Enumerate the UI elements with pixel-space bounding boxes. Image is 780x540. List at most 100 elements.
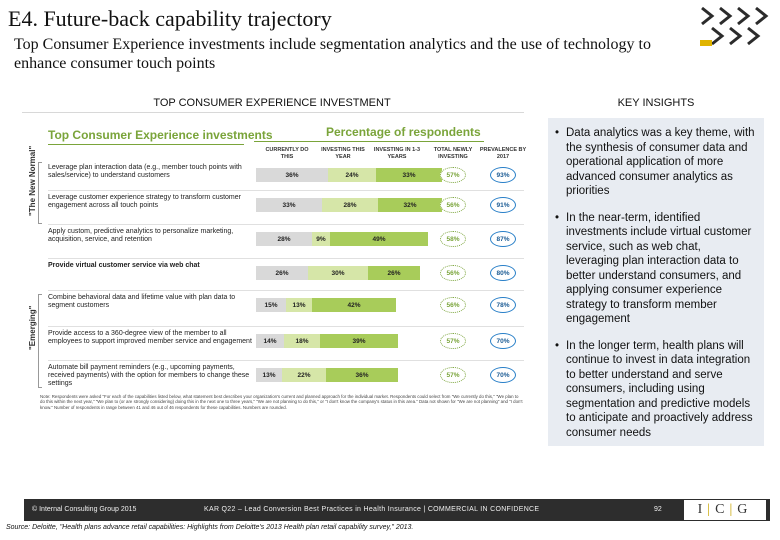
insight-item: • In the longer term, health plans will … — [554, 339, 756, 441]
key-insights-panel: • Data analytics was a key theme, with t… — [548, 118, 764, 446]
total-newly-investing-badge: 56% — [440, 265, 466, 281]
footer-document-title: KAR Q22 – Lead Conversion Best Practices… — [204, 506, 540, 513]
col-head-this-year: Investing This Year — [321, 147, 365, 160]
bar-one-to-three: 36% — [326, 368, 398, 382]
row-divider — [48, 258, 524, 259]
bar-one-to-three-label: 39% — [352, 337, 366, 345]
prevalence-badge: 70% — [490, 367, 516, 383]
bar-current: 14% — [256, 334, 284, 348]
bar-current: 15% — [256, 298, 286, 312]
row-label: Apply custom, predictive analytics to pe… — [48, 228, 234, 243]
bar-current-label: 15% — [264, 301, 278, 309]
bar-one-to-three: 33% — [376, 168, 442, 182]
bar-one-to-three: 49% — [330, 232, 428, 246]
bar-current: 28% — [256, 232, 312, 246]
new-normal-bracket — [38, 162, 42, 224]
prevalence-badge: 91% — [490, 197, 516, 213]
prevalence-badge: 78% — [490, 297, 516, 313]
bar-one-to-three-label: 49% — [372, 235, 386, 243]
bar-track: 28% 9% 49% — [256, 232, 456, 246]
bar-this-year: 24% — [328, 168, 376, 182]
bar-current-label: 26% — [275, 269, 289, 277]
total-newly-investing-badge: 58% — [440, 231, 466, 247]
chart-row: Apply custom, predictive analytics to pe… — [24, 228, 526, 256]
bar-current-label: 13% — [262, 371, 276, 379]
bar-this-year-label: 24% — [345, 171, 359, 179]
row-divider — [48, 290, 524, 291]
bar-this-year-label: 28% — [343, 201, 357, 209]
bar-one-to-three-label: 32% — [403, 201, 417, 209]
row-label: Automate bill payment reminders (e.g., u… — [48, 364, 250, 387]
slide-title: E4. Future-back capability trajectory — [8, 6, 332, 31]
investment-chart-panel: Top Consumer Experience investments Perc… — [24, 118, 526, 430]
emerging-bracket — [38, 294, 42, 388]
prevalence-badge: 80% — [490, 265, 516, 281]
row-divider — [48, 190, 524, 191]
insight-text: Data analytics was a key theme, with the… — [566, 127, 755, 197]
bar-this-year: 18% — [284, 334, 320, 348]
bar-track: 13% 22% 36% — [256, 368, 456, 382]
prevalence-badge: 87% — [490, 231, 516, 247]
page-number: 92 — [654, 506, 662, 513]
col-head-prevalence: Prevalence by 2017 — [479, 147, 527, 160]
chart-row: Leverage customer experience strategy to… — [24, 194, 526, 222]
row-label: Combine behavioral data and lifetime val… — [48, 294, 236, 309]
row-label: Leverage customer experience strategy to… — [48, 194, 241, 209]
bullet-icon: • — [555, 339, 560, 352]
insight-item: • Data analytics was a key theme, with t… — [554, 126, 756, 199]
bar-one-to-three-label: 42% — [347, 301, 361, 309]
bar-current: 33% — [256, 198, 322, 212]
total-newly-investing-badge: 56% — [440, 297, 466, 313]
bar-current-label: 33% — [282, 201, 296, 209]
total-newly-investing-badge: 57% — [440, 333, 466, 349]
bar-this-year: 22% — [282, 368, 326, 382]
total-newly-investing-badge: 57% — [440, 167, 466, 183]
icg-logo: I | C | G — [684, 500, 766, 520]
footer-bar: © Internal Consulting Group 2015 KAR Q22… — [24, 499, 770, 521]
chart-row: Combine behavioral data and lifetime val… — [24, 294, 526, 322]
bar-one-to-three-label: 33% — [402, 171, 416, 179]
chart-row: Provide virtual customer service via web… — [24, 262, 526, 290]
chart-row: Leverage plan interaction data (e.g., me… — [24, 164, 526, 192]
row-label: Provide access to a 360-degree view of t… — [48, 330, 252, 345]
bar-this-year: 13% — [286, 298, 312, 312]
chart-row: Provide access to a 360-degree view of t… — [24, 330, 526, 358]
total-newly-investing-badge: 57% — [440, 367, 466, 383]
row-label: Leverage plan interaction data (e.g., me… — [48, 164, 242, 179]
bar-this-year-label: 30% — [331, 269, 345, 277]
chart-note: Note: Respondents were asked "For each o… — [40, 394, 523, 410]
bar-track: 14% 18% 39% — [256, 334, 456, 348]
bar-one-to-three: 42% — [312, 298, 396, 312]
bullet-icon: • — [555, 127, 560, 139]
bar-track: 26% 30% 26% — [256, 266, 456, 280]
left-heading-divider — [22, 112, 524, 113]
bar-track: 15% 13% 42% — [256, 298, 456, 312]
chart-panel-title: Top Consumer Experience investments — [48, 128, 273, 142]
bar-this-year: 28% — [322, 198, 378, 212]
footer-copyright: © Internal Consulting Group 2015 — [32, 506, 137, 513]
bar-this-year: 9% — [312, 232, 330, 246]
prevalence-badge: 70% — [490, 333, 516, 349]
bar-current-label: 36% — [285, 171, 299, 179]
row-divider — [48, 224, 524, 225]
bar-track: 36% 24% 33% — [256, 168, 456, 182]
col-head-current: Currently Do This — [265, 147, 309, 160]
percentage-title: Percentage of respondents — [326, 125, 481, 139]
insight-item: • In the near-term, identified investmen… — [554, 211, 756, 327]
prevalence-badge: 93% — [490, 167, 516, 183]
bar-this-year-label: 9% — [316, 235, 326, 243]
title-rule — [48, 144, 244, 145]
bar-current-label: 14% — [263, 337, 277, 345]
bar-one-to-three: 32% — [378, 198, 442, 212]
bar-one-to-three-label: 36% — [355, 371, 369, 379]
total-newly-investing-badge: 56% — [440, 197, 466, 213]
insight-text: In the near-term, identified investments… — [566, 211, 752, 326]
row-divider — [48, 326, 524, 327]
right-section-heading: KEY INSIGHTS — [617, 97, 695, 109]
bar-current: 26% — [256, 266, 308, 280]
bar-current: 36% — [256, 168, 328, 182]
row-divider — [48, 360, 524, 361]
insight-text: In the longer term, health plans will co… — [566, 339, 753, 439]
left-section-heading: TOP CONSUMER EXPERIENCE INVESTMENT — [153, 97, 391, 109]
bar-this-year-label: 13% — [292, 301, 306, 309]
